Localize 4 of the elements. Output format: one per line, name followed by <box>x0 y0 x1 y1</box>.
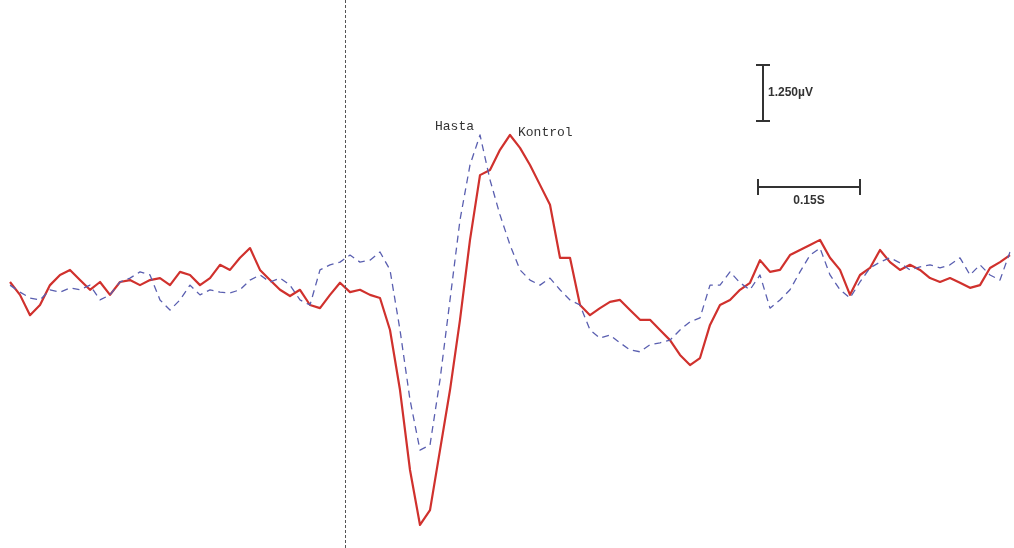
annotation: 0.15S <box>793 193 825 208</box>
series-label: Kontrol <box>518 124 573 140</box>
series-label: Hasta <box>434 118 475 134</box>
text: 1.250µV <box>768 85 813 100</box>
